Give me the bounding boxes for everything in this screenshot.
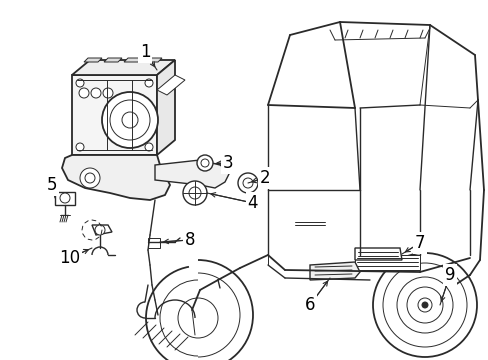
Circle shape: [421, 302, 427, 308]
Polygon shape: [143, 58, 162, 62]
Polygon shape: [148, 238, 160, 248]
Circle shape: [76, 143, 84, 151]
Circle shape: [76, 79, 84, 87]
Polygon shape: [155, 160, 229, 188]
Polygon shape: [84, 58, 102, 62]
Circle shape: [103, 88, 113, 98]
Text: 5: 5: [47, 176, 57, 194]
Polygon shape: [72, 75, 157, 155]
Circle shape: [183, 181, 206, 205]
Circle shape: [102, 92, 158, 148]
Circle shape: [60, 193, 70, 203]
Polygon shape: [92, 225, 112, 235]
Circle shape: [238, 173, 258, 193]
Circle shape: [201, 159, 208, 167]
Polygon shape: [72, 60, 175, 75]
Polygon shape: [62, 155, 170, 200]
Circle shape: [243, 178, 252, 188]
Polygon shape: [354, 255, 419, 270]
Text: 6: 6: [304, 296, 315, 314]
Text: 2: 2: [259, 169, 270, 187]
Text: 9: 9: [444, 266, 454, 284]
Circle shape: [145, 143, 153, 151]
Polygon shape: [55, 192, 75, 205]
Polygon shape: [157, 75, 184, 95]
Text: 7: 7: [414, 234, 425, 252]
Text: 4: 4: [247, 194, 258, 212]
Text: 1: 1: [140, 43, 150, 61]
Circle shape: [197, 155, 213, 171]
Circle shape: [145, 79, 153, 87]
Circle shape: [110, 100, 150, 140]
Text: 8: 8: [184, 231, 195, 249]
Polygon shape: [104, 58, 122, 62]
Text: 3: 3: [222, 154, 233, 172]
Polygon shape: [157, 60, 175, 155]
Polygon shape: [354, 248, 401, 260]
Circle shape: [122, 112, 138, 128]
Circle shape: [417, 298, 431, 312]
Circle shape: [91, 88, 101, 98]
Polygon shape: [124, 58, 142, 62]
Circle shape: [85, 173, 95, 183]
Circle shape: [189, 187, 201, 199]
Circle shape: [95, 225, 105, 235]
Polygon shape: [309, 262, 359, 280]
Text: 10: 10: [60, 249, 81, 267]
Circle shape: [80, 168, 100, 188]
Circle shape: [79, 88, 89, 98]
